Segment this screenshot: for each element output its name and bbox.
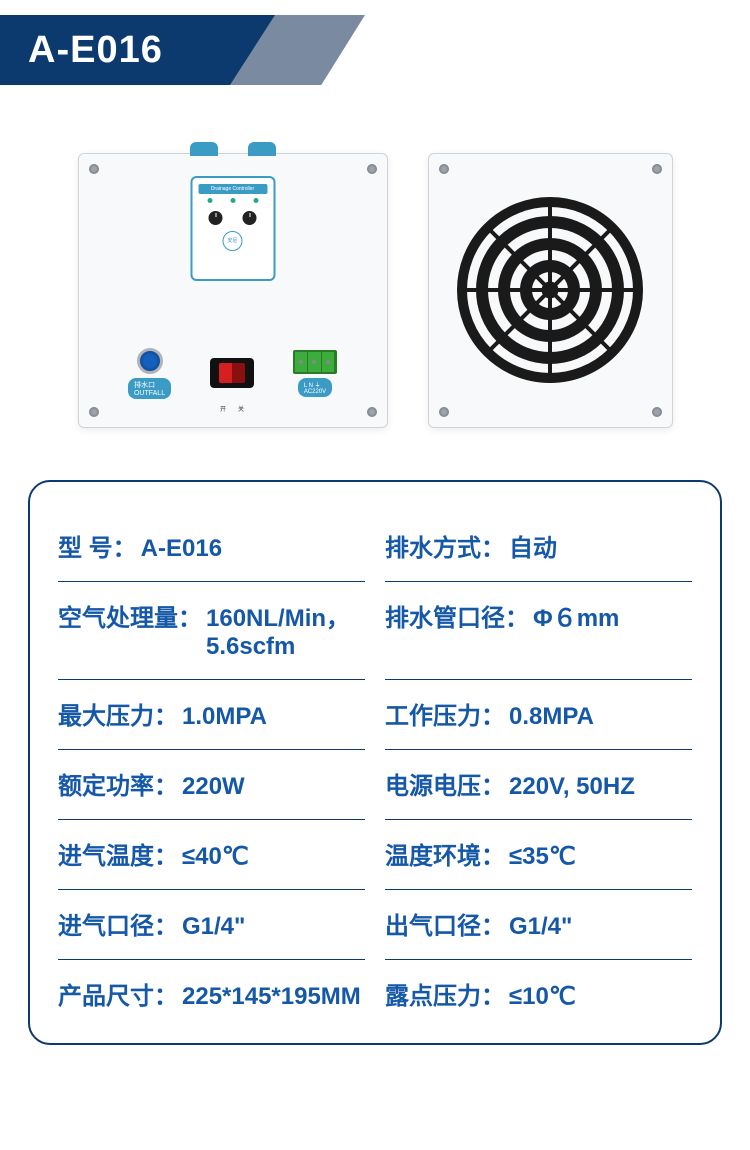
spec-value: G1/4" [182,913,245,941]
spec-label: 型 号： [58,528,137,563]
screw-icon [439,164,449,174]
controller-knobs [198,211,267,225]
spec-label: 排水管口径： [385,598,529,633]
spec-value: 220V, 50HZ [509,773,635,801]
spec-value: 自动 [509,528,557,563]
spec-cell: 空气处理量：160NL/Min，5.6scfm [58,582,365,680]
front-bottom-row: 排水口 OUTFALL 开 关 L N ⏚ AC220V [79,348,387,399]
spec-value: ≤40℃ [182,842,249,871]
drainage-controller-panel: Drainage Controller 安尼 [190,176,275,281]
spec-value: 1.0MPA [182,703,267,731]
connector-icon [137,348,163,374]
spec-label: 进气口径： [58,906,178,941]
fan-grill-icon [455,195,645,385]
spec-cell: 工作压力：0.8MPA [385,680,692,750]
banner-main: A-E016 [0,15,230,85]
outfall-label: 排水口 OUTFALL [128,378,171,399]
spec-value: Φ６mm [533,598,619,633]
controller-title: Drainage Controller [198,184,267,194]
knob-icon [208,211,222,225]
switch-off-label: 关 [238,404,244,413]
spec-cell: 产品尺寸：225*145*195MM [58,960,365,1029]
spec-grid: 型 号：A-E016排水方式：自动空气处理量：160NL/Min，5.6scfm… [58,512,692,1029]
spec-label: 额定功率： [58,766,178,801]
spec-cell: 进气温度：≤40℃ [58,820,365,890]
spec-cell: 露点压力：≤10℃ [385,960,692,1029]
spec-value: G1/4" [509,913,572,941]
spec-cell: 温度环境：≤35℃ [385,820,692,890]
spec-label: 进气温度： [58,836,178,871]
outfall-label-cn: 排水口 [134,382,155,389]
spec-label: 产品尺寸： [58,976,178,1011]
led-icon [253,198,258,203]
model-title: A-E016 [28,29,163,72]
screw-icon [367,164,377,174]
spec-label: 工作压力： [385,696,505,731]
spec-value: 160NL/Min，5.6scfm [206,598,365,661]
spec-cell: 额定功率：220W [58,750,365,820]
spec-label: 最大压力： [58,696,178,731]
port-icon [190,142,218,156]
screw-icon [89,407,99,417]
power-switch-group: 开 关 [210,358,254,388]
spec-value: ≤10℃ [509,982,576,1011]
spec-cell: 出气口径：G1/4" [385,890,692,960]
screw-icon [89,164,99,174]
spec-value: 0.8MPA [509,703,594,731]
terminal-voltage: AC220V [304,389,326,395]
led-icon [207,198,212,203]
spec-value: A-E016 [141,535,222,563]
switch-on-label: 开 [220,404,226,413]
device-front-view: Drainage Controller 安尼 排水口 OUTFALL [78,153,388,428]
spec-panel: 型 号：A-E016排水方式：自动空气处理量：160NL/Min，5.6scfm… [28,480,722,1045]
spec-value: 225*145*195MM [182,983,361,1011]
screw-icon [367,407,377,417]
product-images-row: Drainage Controller 安尼 排水口 OUTFALL [0,130,750,450]
terminal-block-group: L N ⏚ AC220V [293,350,337,397]
header-banner: A-E016 [0,0,750,100]
spec-cell: 排水方式：自动 [385,512,692,582]
spec-label: 出气口径： [385,906,505,941]
top-ports [190,142,276,156]
spec-label: 电源电压： [385,766,505,801]
terminal-label: L N ⏚ AC220V [298,378,332,397]
spec-label: 排水方式： [385,528,505,563]
knob-icon [243,211,257,225]
screw-icon [652,164,662,174]
spec-label: 露点压力： [385,976,505,1011]
screw-icon [439,407,449,417]
spec-cell: 最大压力：1.0MPA [58,680,365,750]
outfall-port: 排水口 OUTFALL [128,348,171,399]
spec-label: 空气处理量： [58,598,202,633]
led-icon [230,198,235,203]
spec-value: 220W [182,773,245,801]
screw-icon [652,407,662,417]
spec-cell: 排水管口径：Φ６mm [385,582,692,680]
device-side-view [428,153,673,428]
rocker-switch-icon [210,358,254,388]
rocker-toggle [219,363,245,383]
outfall-label-en: OUTFALL [134,390,165,397]
brand-logo-icon: 安尼 [223,231,243,251]
spec-cell: 型 号：A-E016 [58,512,365,582]
spec-cell: 进气口径：G1/4" [58,890,365,960]
terminal-block-icon [293,350,337,374]
port-icon [248,142,276,156]
spec-label: 温度环境： [385,836,505,871]
switch-labels: 开 关 [220,404,244,413]
spec-cell: 电源电压：220V, 50HZ [385,750,692,820]
spec-value: ≤35℃ [509,842,576,871]
controller-leds [198,198,267,203]
